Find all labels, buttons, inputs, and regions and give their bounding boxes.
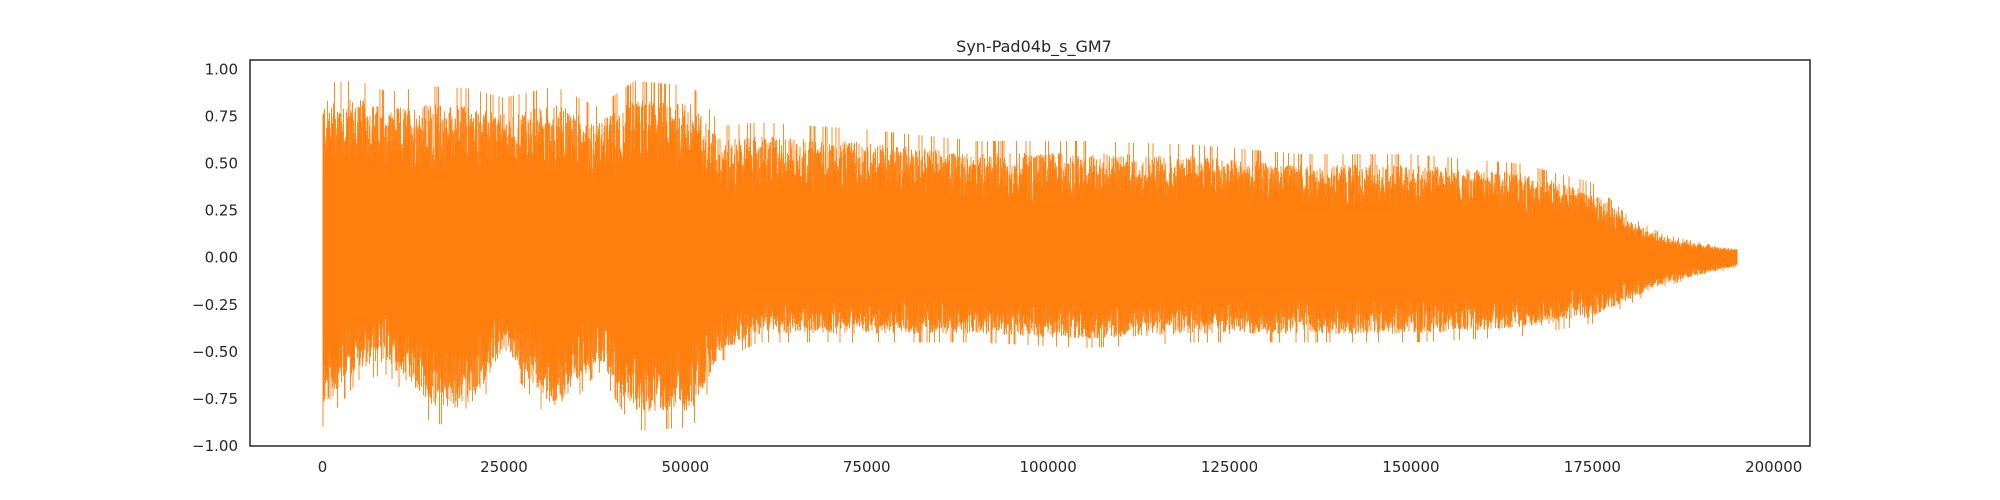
y-tick-label: 0.75 (205, 107, 238, 125)
x-tick-label: 50000 (661, 458, 709, 476)
x-tick-label: 200000 (1745, 458, 1802, 476)
y-tick-label: 1.00 (205, 60, 238, 78)
waveform-core (322, 178, 1738, 336)
y-tick-label: −0.50 (192, 343, 238, 361)
y-tick-label: −0.25 (192, 296, 238, 314)
y-axis: 1.00 0.75 0.50 0.25 0.00 −0.25 −0.50 −0.75 −1.00 (192, 60, 238, 455)
x-tick-label: 100000 (1020, 458, 1077, 476)
y-tick-label: 0.00 (205, 249, 238, 267)
x-tick-label: 150000 (1382, 458, 1439, 476)
y-tick-label: 0.50 (205, 155, 238, 173)
x-axis: 0 25000 50000 75000 100000 125000 150000 175000… (318, 458, 1803, 476)
x-tick-label: 0 (318, 458, 328, 476)
x-tick-label: 125000 (1201, 458, 1258, 476)
x-tick-label: 175000 (1564, 458, 1621, 476)
y-tick-label: −1.00 (192, 437, 238, 455)
x-tick-label: 75000 (843, 458, 891, 476)
waveform-series (322, 80, 1738, 431)
x-tick-label: 25000 (480, 458, 528, 476)
plot-frame (249, 59, 1811, 447)
y-tick-label: 0.25 (205, 202, 238, 220)
y-tick-label: −0.75 (192, 390, 238, 408)
chart-title: Syn-Pad04b_s_GM7 (956, 37, 1112, 57)
